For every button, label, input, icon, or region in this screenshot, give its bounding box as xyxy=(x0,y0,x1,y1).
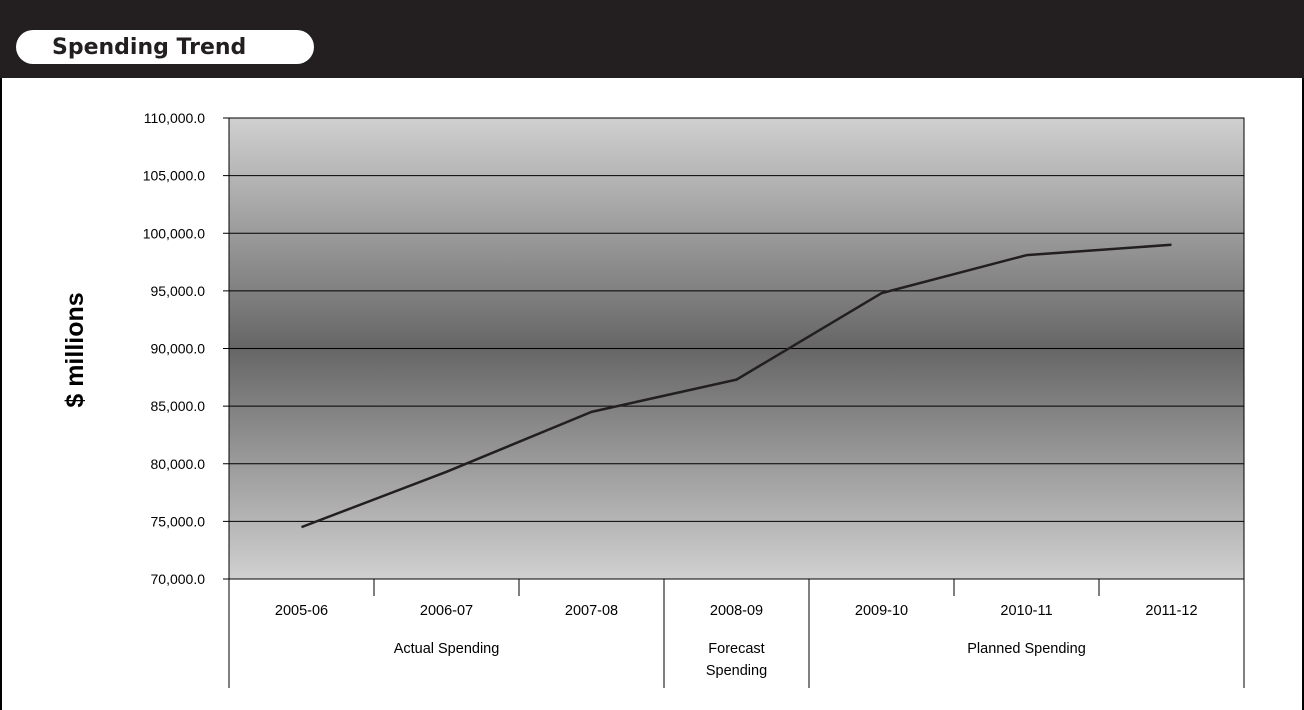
y-axis: 110,000.0 105,000.0 100,000.0 95,000.0 90,00… xyxy=(143,110,229,587)
x-axis: 2005-06 2006-07 2007-08 2008-09 2009-10 2010-… xyxy=(228,579,1245,688)
x-tick-label: 2007-08 xyxy=(565,603,618,619)
group-label: Forecast xyxy=(708,641,764,657)
x-tick-label: 2011-12 xyxy=(1145,603,1197,619)
y-tick-label: 70,000.0 xyxy=(151,571,206,587)
y-tick-label: 95,000.0 xyxy=(151,283,206,299)
series-line xyxy=(301,243,1172,529)
header-bar: Spending Trend xyxy=(0,0,1304,78)
gridlines xyxy=(229,175,1244,522)
y-tick-label: 105,000.0 xyxy=(143,168,205,184)
page-title: Spending Trend xyxy=(52,34,247,60)
group-label: Spending xyxy=(706,663,767,679)
y-tick-label: 85,000.0 xyxy=(151,398,206,414)
x-tick-label: 2008-09 xyxy=(710,603,763,619)
y-tick-label: 110,000.0 xyxy=(144,110,205,126)
x-tick-label: 2010-11 xyxy=(1000,603,1052,619)
y-tick-label: 90,000.0 xyxy=(151,341,206,357)
series-layer xyxy=(301,243,1172,529)
group-label: Actual Spending xyxy=(394,641,500,657)
y-tick-label: 100,000.0 xyxy=(143,225,205,241)
group-label: Planned Spending xyxy=(967,641,1086,657)
title-pill: Spending Trend xyxy=(16,30,314,64)
y-axis-label: $ millions xyxy=(61,292,89,407)
y-tick-label: 80,000.0 xyxy=(151,456,206,472)
x-tick-label: 2009-10 xyxy=(855,603,908,619)
y-tick-label: 75,000.0 xyxy=(151,513,206,529)
x-tick-label: 2006-07 xyxy=(420,603,473,619)
x-tick-label: 2005-06 xyxy=(275,603,328,619)
